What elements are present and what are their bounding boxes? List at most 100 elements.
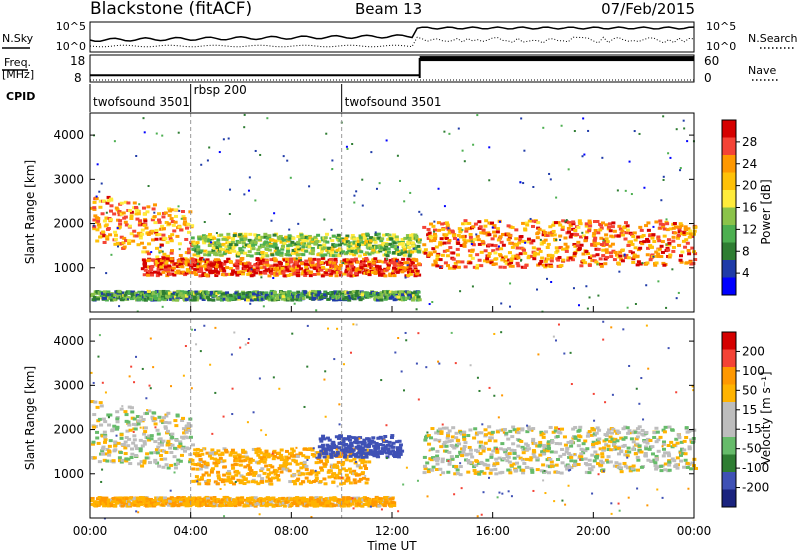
range-cell — [116, 498, 121, 502]
range-cell — [400, 249, 405, 253]
range-cell — [455, 247, 460, 251]
range-cell — [598, 228, 603, 232]
range-cell — [153, 451, 158, 455]
range-cell — [96, 441, 101, 445]
range-cell — [392, 298, 397, 302]
range-cell — [178, 459, 183, 463]
range-cell — [566, 256, 571, 260]
noise-cell — [470, 240, 473, 243]
range-cell — [118, 496, 123, 500]
noise-cell — [100, 182, 103, 185]
range-cell — [329, 502, 334, 506]
noise-cell — [523, 149, 526, 152]
range-cell — [337, 471, 342, 475]
range-cell — [394, 451, 399, 455]
range-cell — [291, 248, 296, 252]
range-cell — [264, 252, 269, 256]
range-cell — [232, 455, 237, 459]
range-cell — [152, 417, 157, 421]
range-cell — [193, 462, 198, 466]
range-cell — [398, 292, 403, 296]
range-cell — [140, 464, 145, 468]
range-cell — [285, 295, 290, 299]
range-cell — [105, 201, 110, 205]
range-cell — [167, 503, 172, 507]
noise-cell — [585, 285, 588, 288]
range-cell — [318, 296, 323, 300]
range-cell — [137, 462, 142, 466]
range-cell — [316, 460, 321, 464]
range-cell — [611, 221, 616, 225]
range-cell — [484, 219, 489, 223]
range-cell — [298, 471, 303, 475]
range-cell — [550, 233, 555, 237]
range-cell — [160, 419, 165, 423]
range-cell — [251, 294, 256, 298]
range-cell — [346, 258, 351, 262]
noise-cell — [391, 246, 394, 249]
range-cell — [153, 297, 158, 301]
range-cell — [167, 272, 172, 276]
range-cell — [270, 292, 275, 296]
range-cell — [286, 273, 291, 277]
range-cell — [282, 258, 287, 262]
range-cell — [97, 223, 102, 227]
range-cell — [515, 246, 520, 250]
cpid-segment-label: twofsound 3501 — [93, 95, 190, 109]
range-cell — [285, 268, 290, 272]
range-cell — [96, 216, 101, 220]
range-cell — [180, 210, 185, 214]
range-cell — [357, 479, 362, 483]
range-cell — [481, 231, 486, 235]
range-cell — [199, 267, 204, 271]
range-cell — [397, 240, 402, 244]
range-cell — [97, 225, 102, 229]
range-cell — [564, 247, 569, 251]
range-cell — [392, 266, 397, 270]
range-cell — [268, 471, 273, 475]
range-cell — [468, 235, 473, 239]
range-cell — [318, 502, 323, 506]
range-cell — [364, 294, 369, 298]
range-cell — [386, 263, 391, 267]
range-cell — [220, 292, 225, 296]
range-cell — [157, 218, 162, 222]
range-cell — [313, 290, 318, 294]
range-cell — [263, 269, 268, 273]
range-cell — [231, 466, 236, 470]
range-cell — [364, 256, 369, 260]
range-cell — [665, 222, 670, 226]
range-cell — [169, 251, 174, 255]
range-cell — [442, 241, 447, 245]
range-cell — [106, 199, 111, 203]
range-cell — [334, 254, 339, 258]
range-cell — [176, 458, 181, 462]
range-cell — [475, 253, 480, 257]
range-cell — [270, 264, 275, 268]
range-cell — [291, 449, 296, 453]
range-cell — [326, 470, 331, 474]
range-cell — [190, 224, 195, 228]
range-cell — [444, 233, 449, 237]
range-cell — [360, 471, 365, 475]
range-cell — [652, 239, 657, 243]
range-cell — [331, 480, 336, 484]
range-cell — [432, 228, 437, 232]
colorbar-cell — [722, 120, 736, 138]
range-cell — [182, 217, 187, 221]
range-cell — [280, 244, 285, 248]
range-cell — [349, 268, 354, 272]
range-cell — [416, 244, 421, 248]
range-cell — [130, 452, 135, 456]
range-cell — [609, 234, 614, 238]
range-cell — [417, 240, 422, 244]
range-cell — [584, 236, 589, 240]
range-cell — [583, 261, 588, 265]
range-cell — [262, 455, 267, 459]
range-cell — [353, 257, 358, 261]
range-cell — [219, 233, 224, 237]
range-cell — [390, 261, 395, 265]
range-cell — [354, 268, 359, 272]
range-cell — [447, 231, 452, 235]
range-cell — [124, 436, 129, 440]
